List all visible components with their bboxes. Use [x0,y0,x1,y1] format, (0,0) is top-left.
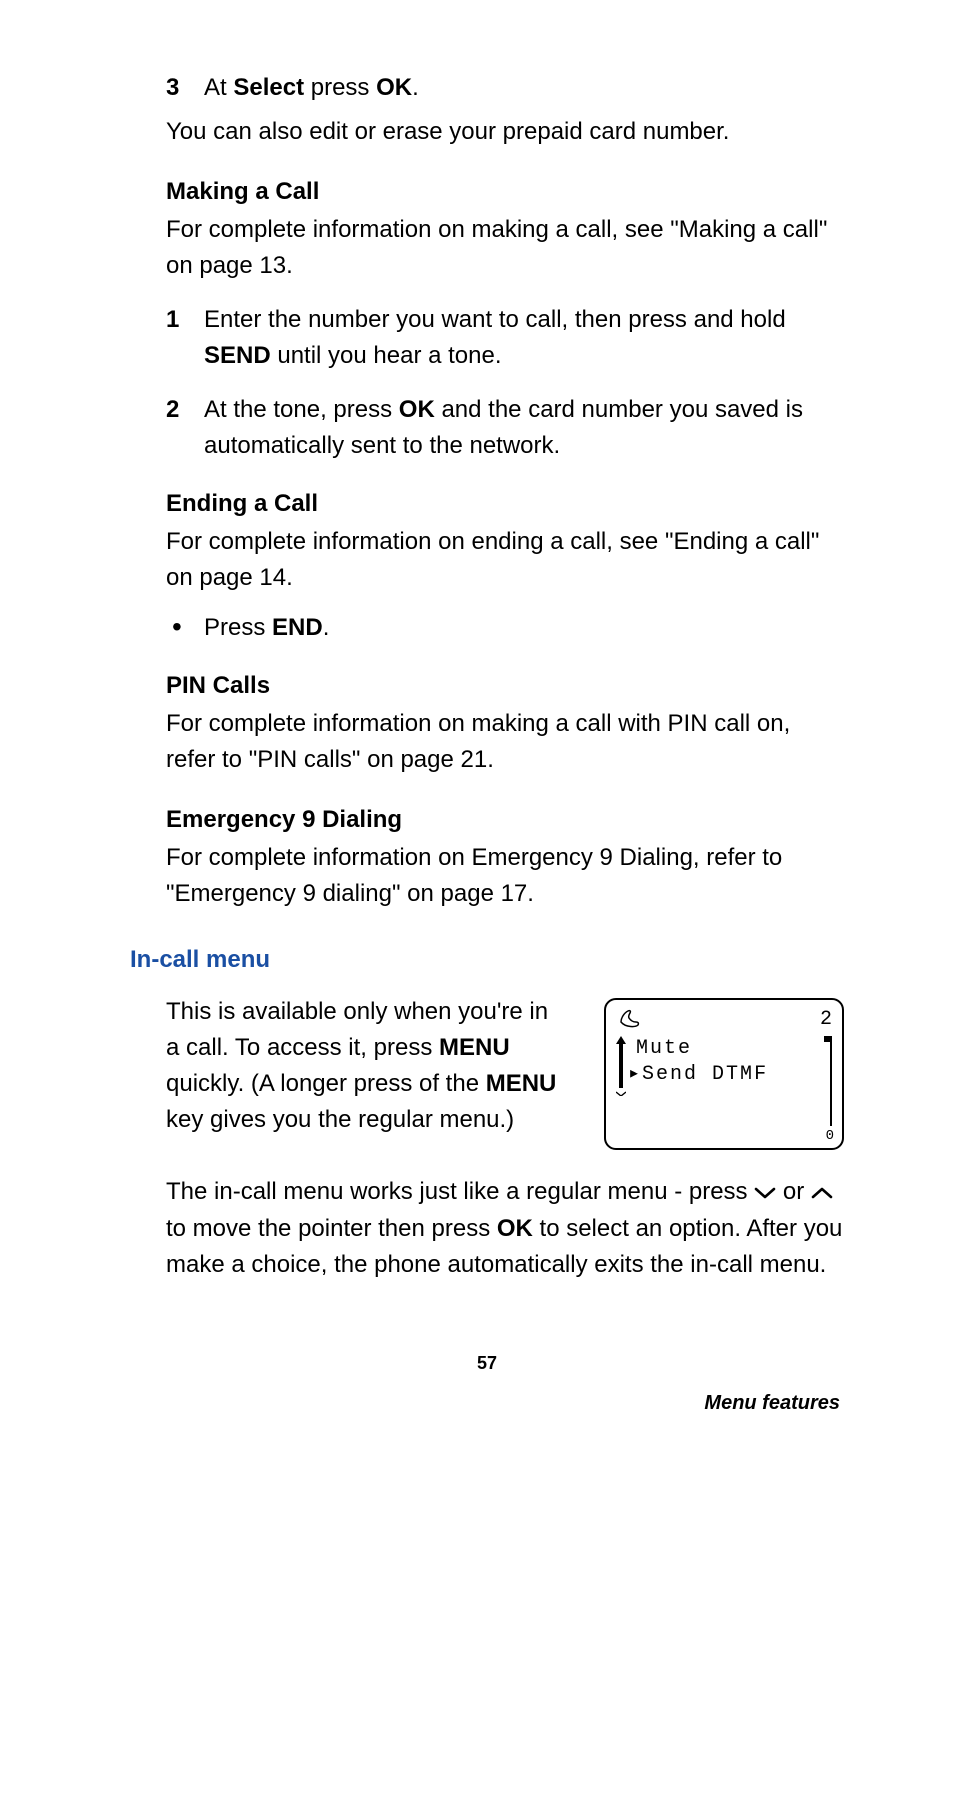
step-3: 3 At Select press OK. [130,70,844,106]
heading-in-call-menu: In-call menu [130,946,844,974]
heading-making-a-call: Making a Call [166,178,844,206]
step-3-followup: You can also edit or erase your prepaid … [166,114,844,150]
phone-screen-illustration: 2 Mute ▸Send DTMF 0 [604,998,844,1150]
step-number: 1 [130,302,204,374]
scrollbar-icon [824,1036,832,1126]
emergency-9-body: For complete information on Emergency 9 … [166,840,844,912]
heading-ending-a-call: Ending a Call [166,490,844,518]
screen-bottom-right: 0 [826,1128,834,1144]
bullet-text: Press END. [204,610,844,646]
step-number: 2 [130,392,204,464]
step-row: 2 At the tone, press OK and the card num… [130,392,844,464]
scroll-up-icon [616,1036,626,1101]
screen-menu-item-selected: ▸Send DTMF [618,1062,832,1088]
down-arrow-icon [754,1175,776,1211]
up-arrow-icon [811,1175,833,1211]
heading-pin-calls: PIN Calls [166,672,844,700]
making-a-call-intro: For complete information on making a cal… [166,212,844,284]
step-text: At the tone, press OK and the card numbe… [204,392,844,464]
footer-section-name: Menu features [130,1392,844,1415]
pin-calls-body: For complete information on making a cal… [166,706,844,778]
page-number: 57 [130,1353,844,1374]
screen-top-right: 2 [820,1008,832,1031]
ending-a-call-intro: For complete information on ending a cal… [166,524,844,596]
in-call-menu-para2: The in-call menu works just like a regul… [166,1174,844,1283]
heading-emergency-9: Emergency 9 Dialing [166,806,844,834]
in-call-menu-para1: This is available only when you're in a … [166,994,568,1138]
step-3-number: 3 [130,70,204,106]
step-row: 1 Enter the number you want to call, the… [130,302,844,374]
call-icon [618,1008,642,1033]
ending-a-call-bullet: • Press END. [130,610,844,646]
step-3-text: At Select press OK. [204,70,844,106]
step-text: Enter the number you want to call, then … [204,302,844,374]
in-call-menu-row: This is available only when you're in a … [166,994,844,1150]
bullet-icon: • [130,610,204,646]
making-a-call-steps: 1 Enter the number you want to call, the… [130,302,844,464]
screen-menu-item: Mute [618,1036,832,1062]
